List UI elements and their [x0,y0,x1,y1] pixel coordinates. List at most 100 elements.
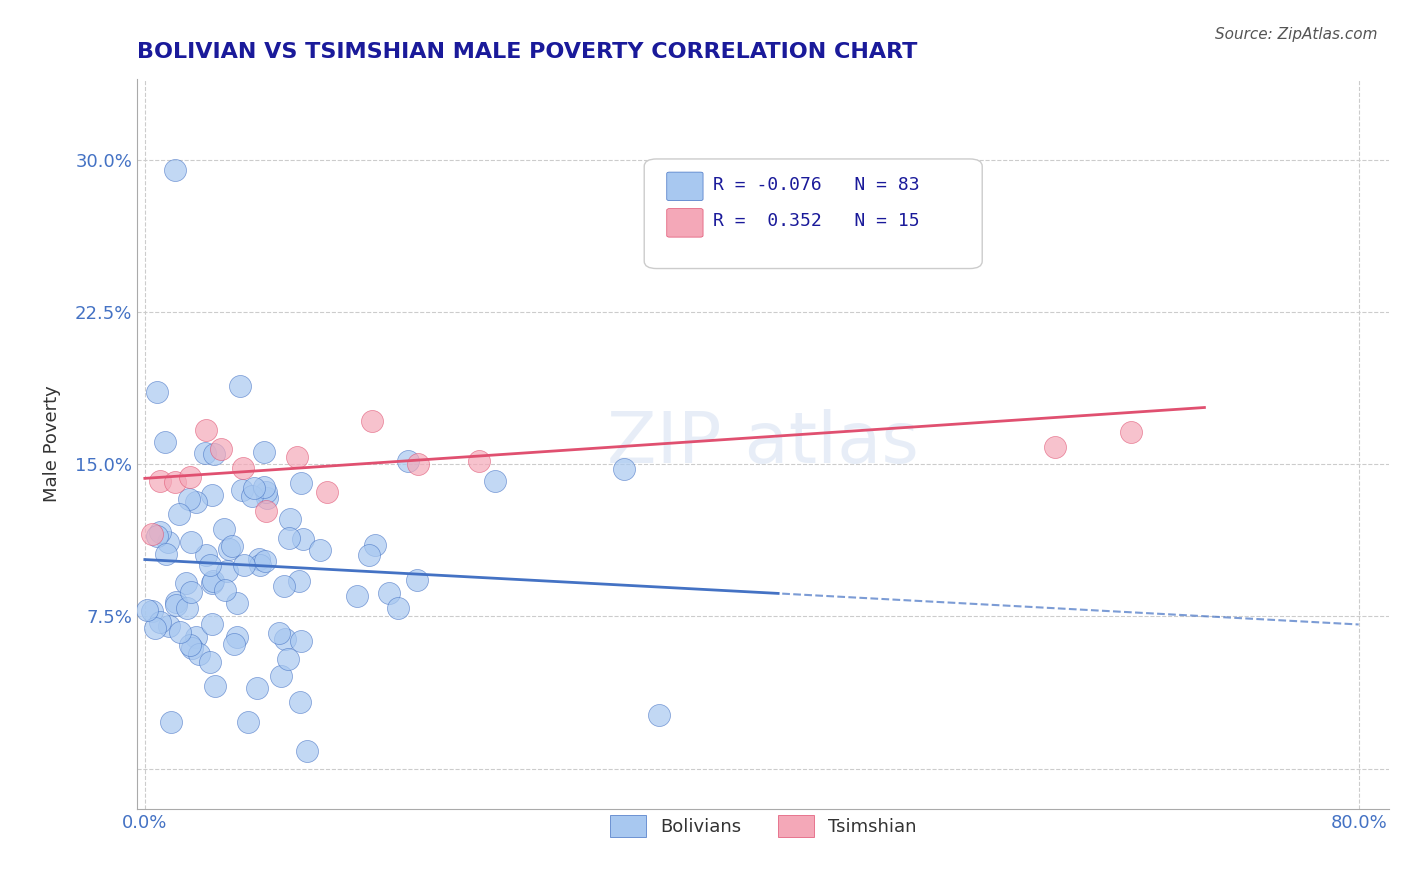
Point [209,442,232,456]
Point [188,648,211,662]
Point [246,681,269,695]
Point [232,558,254,572]
Point [396,453,419,467]
Point [256,491,278,505]
Point [277,652,299,666]
Point [229,378,252,392]
Point [157,619,180,633]
Text: ZIP atlas: ZIP atlas [607,409,920,478]
Point [297,743,319,757]
Point [184,495,207,509]
Point [218,541,240,556]
Point [165,475,187,490]
Point [648,707,671,722]
Point [165,595,187,609]
Point [316,484,339,499]
Point [180,585,202,599]
Point [155,547,177,561]
Point [253,480,276,494]
Point [232,460,254,475]
Point [222,637,245,651]
Point [361,414,384,428]
Point [467,453,489,467]
Point [290,476,312,491]
Point [149,474,172,488]
Y-axis label: Male Poverty: Male Poverty [44,385,60,502]
Point [146,529,169,543]
Point [165,599,187,613]
Point [165,162,187,177]
Point [292,532,315,546]
Point [179,469,201,483]
Point [285,450,308,464]
Point [288,574,311,589]
Text: R =  0.352   N = 15: R = 0.352 N = 15 [713,212,920,230]
Point [254,485,277,500]
Point [157,535,180,549]
Point [1045,440,1067,454]
Point [249,558,271,572]
Point [202,574,225,588]
Point [180,534,202,549]
Point [290,634,312,648]
Point [167,507,190,521]
Point [405,573,427,587]
Point [290,695,312,709]
Point [378,586,401,600]
Point [1119,425,1142,439]
Point [243,482,266,496]
Point [135,602,157,616]
Point [231,483,253,497]
Point [179,638,201,652]
Point [181,640,204,655]
Point [169,624,191,639]
Text: Source: ZipAtlas.com: Source: ZipAtlas.com [1215,27,1378,42]
Point [214,583,236,598]
Point [249,552,271,566]
Point [141,604,163,618]
Point [145,384,167,399]
Point [194,424,217,438]
Point [177,491,200,506]
Point [387,600,409,615]
Point [613,462,636,476]
Point [153,434,176,449]
Point [200,558,222,572]
Point [274,632,297,646]
Point [236,715,259,730]
FancyBboxPatch shape [666,172,703,201]
Point [357,548,380,562]
Point [184,630,207,644]
Point [145,621,167,635]
FancyBboxPatch shape [666,209,703,237]
Point [195,548,218,562]
Point [201,575,224,590]
FancyBboxPatch shape [644,159,983,268]
Point [309,542,332,557]
Point [149,525,172,540]
Point [363,538,385,552]
Point [141,527,163,541]
Point [225,596,247,610]
Point [149,615,172,629]
Point [201,487,224,501]
Point [278,532,301,546]
Point [221,539,243,553]
Text: R = -0.076   N = 83: R = -0.076 N = 83 [713,176,920,194]
Point [270,669,292,683]
Point [269,625,291,640]
Point [406,457,429,471]
Point [273,579,295,593]
Point [194,445,217,459]
Text: BOLIVIAN VS TSIMSHIAN MALE POVERTY CORRELATION CHART: BOLIVIAN VS TSIMSHIAN MALE POVERTY CORRE… [138,42,918,62]
Point [176,601,198,615]
Legend: Bolivians, Tsimshian: Bolivians, Tsimshian [603,807,924,844]
Point [252,445,274,459]
Point [217,564,239,578]
Point [201,617,224,632]
Point [226,630,249,644]
Point [278,512,301,526]
Point [160,715,183,730]
Point [202,447,225,461]
Point [346,589,368,603]
